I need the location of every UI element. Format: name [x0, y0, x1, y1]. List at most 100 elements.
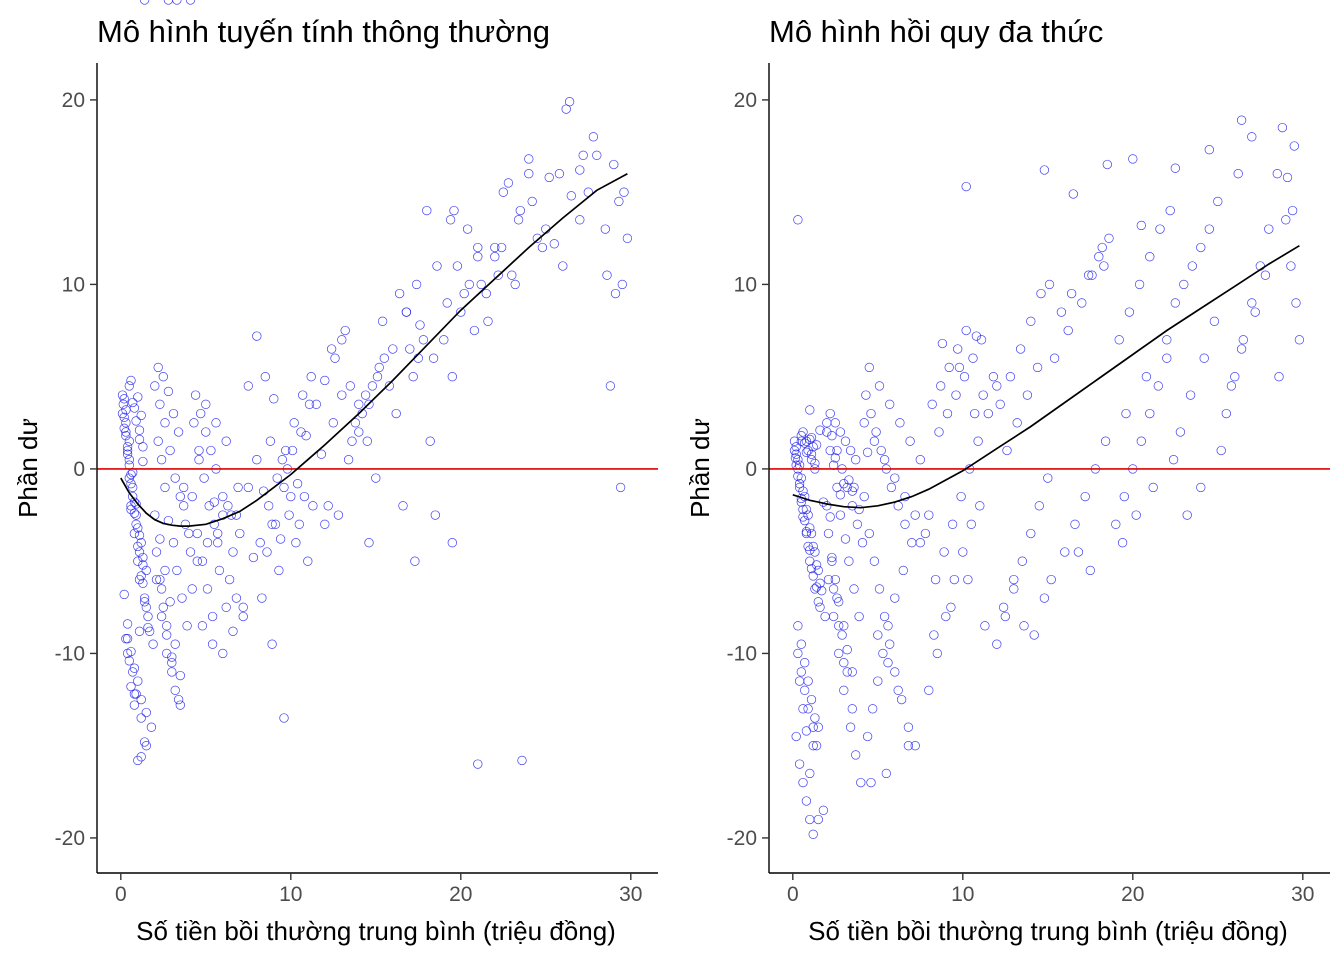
- scatter-point: [1094, 252, 1104, 262]
- scatter-point: [122, 619, 133, 629]
- scatter-point: [121, 634, 131, 644]
- scatter-point: [808, 829, 818, 839]
- scatter-point: [1216, 445, 1226, 456]
- scatter-point: [793, 455, 803, 465]
- scatter-point: [121, 418, 131, 428]
- scatter-point: [834, 621, 844, 631]
- scatter-point: [839, 621, 849, 631]
- scatter-point: [267, 519, 277, 529]
- scatter-point: [806, 528, 817, 539]
- scatter-point: [153, 362, 163, 373]
- scatter-point: [801, 504, 812, 515]
- scatter-point: [133, 541, 143, 552]
- scatter-point: [1145, 252, 1155, 262]
- y-tick-label: -10: [55, 642, 85, 665]
- scatter-point: [122, 449, 133, 459]
- scatter-point: [371, 473, 381, 483]
- scatter-point: [260, 372, 270, 382]
- scatter-point: [119, 589, 129, 600]
- scatter-point: [163, 0, 174, 5]
- scatter-point: [118, 399, 128, 409]
- scatter-point: [167, 667, 177, 677]
- scatter-point: [177, 593, 187, 603]
- scatter-point: [1009, 584, 1019, 594]
- scatter-point: [903, 722, 914, 732]
- scatter-point: [513, 215, 524, 225]
- scatter-point: [1029, 630, 1039, 640]
- scatter-point: [791, 731, 801, 742]
- chart-title: Mô hình hồi quy đa thức: [769, 14, 1103, 49]
- scatter-point: [136, 694, 146, 705]
- scatter-point: [810, 584, 820, 594]
- scatter-point: [418, 335, 429, 345]
- scatter-point: [411, 279, 422, 290]
- scatter-point: [1080, 491, 1090, 502]
- scatter-point: [1043, 473, 1053, 483]
- scatter-point: [1002, 445, 1012, 456]
- scatter-point: [1287, 205, 1298, 216]
- scatter-point: [175, 491, 185, 502]
- scatter-point: [456, 307, 466, 317]
- scatter-point: [806, 694, 817, 705]
- scatter-point: [794, 759, 805, 769]
- scatter-point: [1046, 574, 1056, 585]
- scatter-point: [117, 408, 128, 419]
- scatter-point: [481, 288, 491, 299]
- x-tick-label: 20: [449, 883, 472, 906]
- scatter-point: [873, 630, 883, 640]
- scatter-point: [1005, 372, 1016, 382]
- scatter-point: [861, 390, 871, 400]
- scatter-point: [306, 372, 316, 382]
- scatter-point: [1260, 270, 1271, 280]
- scatter-point: [515, 205, 525, 216]
- scatter-point: [134, 425, 145, 435]
- scatter-point: [815, 602, 825, 612]
- scatter-point: [207, 611, 218, 622]
- scatter-point: [800, 685, 810, 695]
- scatter-point: [934, 427, 944, 437]
- scatter-point: [394, 288, 405, 299]
- scatter-point: [910, 741, 920, 751]
- scatter-point: [303, 556, 313, 566]
- scatter-point: [1233, 169, 1243, 179]
- scatter-point: [320, 519, 330, 529]
- scatter-point: [252, 455, 262, 465]
- scatter-point: [796, 436, 806, 446]
- scatter-point: [124, 656, 134, 666]
- scatter-point: [798, 504, 808, 515]
- scatter-point: [898, 565, 908, 576]
- scatter-point: [122, 445, 133, 456]
- scatter-point: [791, 442, 801, 452]
- scatter-point: [129, 508, 140, 518]
- scatter-point: [308, 501, 318, 511]
- scatter-point: [561, 104, 571, 114]
- scatter-point: [947, 519, 958, 529]
- scatter-point: [187, 491, 197, 502]
- scatter-point: [828, 584, 839, 594]
- scatter-point: [1063, 325, 1073, 336]
- scatter-point: [119, 423, 129, 433]
- scatter-point: [813, 565, 823, 576]
- scatter-point: [179, 482, 189, 493]
- scatter-point: [143, 622, 153, 633]
- scatter-point: [859, 418, 869, 428]
- scatter-point: [941, 611, 951, 622]
- scatter-point: [209, 497, 219, 507]
- chart-panel-linear: Mô hình tuyến tính thông thường 0 10 20 30 -…: [13, 0, 658, 946]
- scatter-point: [364, 538, 374, 548]
- scatter-point: [1226, 381, 1237, 391]
- scatter-point: [133, 755, 143, 766]
- scatter-point: [155, 534, 165, 544]
- scatter-point: [180, 519, 191, 529]
- scatter-point: [835, 490, 846, 500]
- scatter-point: [1085, 565, 1095, 576]
- scatter-point: [141, 565, 151, 576]
- scatter-point: [1196, 482, 1206, 493]
- scatter-point: [316, 449, 327, 459]
- scatter-point: [1077, 298, 1087, 308]
- scatter-point: [813, 597, 823, 607]
- scatter-point: [160, 482, 170, 493]
- scatter-point: [213, 538, 223, 548]
- scatter-point: [968, 353, 978, 363]
- scatter-point: [172, 0, 182, 5]
